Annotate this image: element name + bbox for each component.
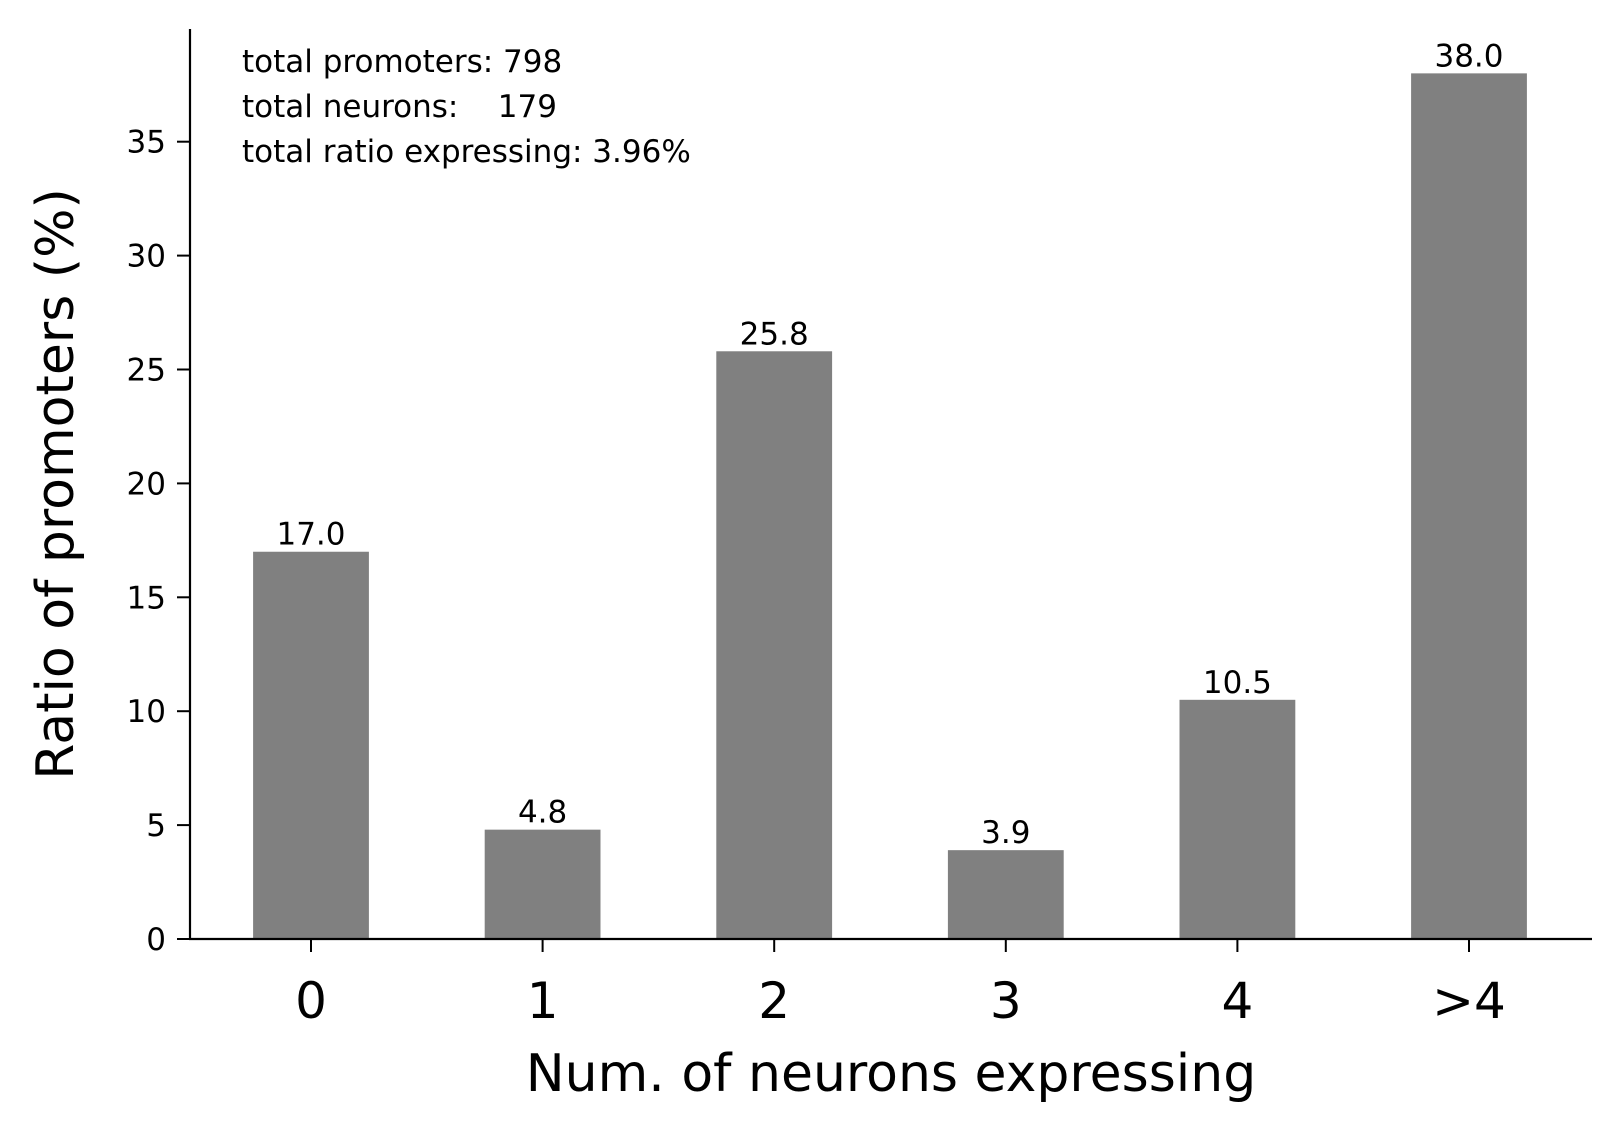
bar-2	[716, 351, 833, 939]
y-tick-label-7: 35	[127, 125, 166, 161]
bars-group	[253, 73, 1527, 940]
bar-value-label-0: 17.0	[276, 517, 345, 553]
bar-value-label-5: 38.0	[1434, 38, 1503, 74]
bar-value-label-4: 10.5	[1203, 665, 1272, 701]
x-axis-title: Num. of neurons expressing	[526, 1044, 1256, 1104]
x-tick-label-5: >4	[1432, 972, 1506, 1030]
y-tick-label-3: 15	[127, 580, 166, 616]
y-tick-label-2: 10	[127, 694, 166, 730]
y-tick-label-5: 25	[127, 353, 166, 389]
annotation-line-1: total promoters: 798	[242, 44, 562, 80]
y-tick-label-1: 5	[146, 808, 166, 844]
bar-value-label-3: 3.9	[981, 815, 1030, 851]
bar-value-label-2: 25.8	[740, 316, 809, 352]
bar-0	[253, 551, 369, 939]
y-axis-title: Ratio of promoters (%)	[26, 188, 86, 780]
bar-4	[1179, 699, 1296, 939]
annotation-line-2: total neurons: 179	[242, 89, 557, 125]
y-ticks-group: 0 5 10 15 20 25 30 35	[127, 125, 190, 958]
bar-1	[484, 829, 601, 939]
bar-5	[1411, 73, 1527, 940]
bar-value-label-1: 4.8	[518, 795, 567, 831]
x-tick-label-3: 3	[990, 972, 1022, 1030]
x-tick-label-1: 1	[527, 972, 559, 1030]
bar-3	[947, 850, 1064, 939]
bar-labels-group: 17.0 4.8 25.8 3.9 10.5 38.0	[276, 38, 1503, 851]
annotation-line-3: total ratio expressing: 3.96%	[242, 134, 691, 170]
y-tick-label-4: 20	[127, 466, 166, 502]
x-tick-label-2: 2	[758, 972, 790, 1030]
y-tick-label-6: 30	[127, 239, 166, 275]
x-tick-label-4: 4	[1221, 972, 1253, 1030]
y-tick-label-0: 0	[146, 922, 166, 958]
x-tick-label-0: 0	[295, 972, 327, 1030]
x-ticks-group: 0 1 2 3 4 >4	[295, 939, 1506, 1030]
